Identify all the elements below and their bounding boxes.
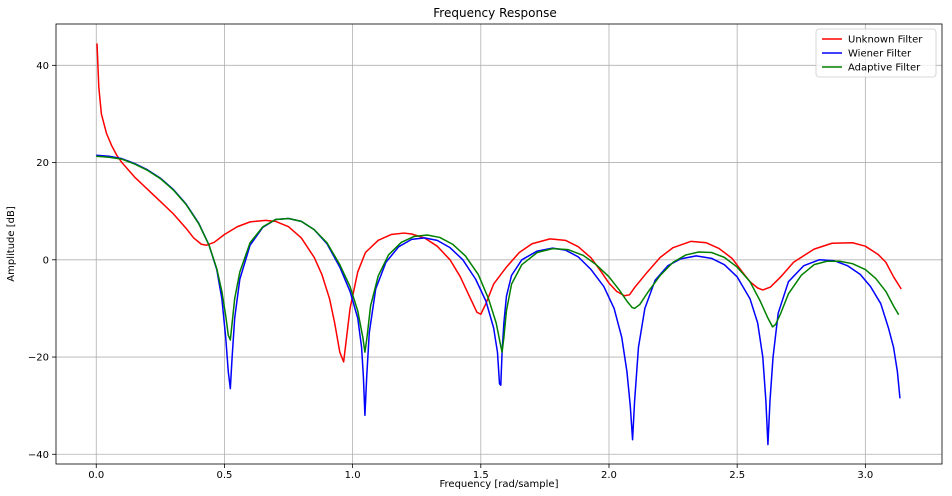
- y-tick-label: 0: [43, 255, 49, 266]
- x-tick-label: 2.5: [729, 470, 745, 481]
- x-tick-label: 1.5: [473, 470, 489, 481]
- x-tick-label: 0.0: [88, 470, 104, 481]
- grid: [56, 24, 942, 464]
- y-axis-label: Amplitude [dB]: [6, 206, 17, 282]
- y-tick-label: −20: [28, 353, 49, 364]
- legend: Unknown Filter Wiener Filter Adaptive Filt…: [815, 28, 937, 78]
- legend-label-unknown-filter: Unknown Filter: [848, 35, 923, 46]
- x-tick-label: 3.0: [857, 470, 873, 481]
- x-tick-label: 2.0: [601, 470, 617, 481]
- series-lines: [96, 43, 902, 446]
- axis-ticks: 0.0 0.5 1.0 1.5 2.0 2.5 3.0 −40 −20 0 20 40: [28, 61, 873, 481]
- series-line-adaptive-filter: [96, 155, 900, 353]
- x-tick-label: 0.5: [216, 470, 232, 481]
- series-line-wiener-filter: [96, 154, 901, 446]
- y-tick-label: −40: [28, 450, 49, 461]
- x-axis-label: Frequency [rad/sample]: [440, 479, 559, 490]
- y-tick-label: 40: [36, 61, 49, 72]
- legend-label-adaptive-filter: Adaptive Filter: [848, 63, 921, 74]
- y-tick-label: 20: [36, 158, 49, 169]
- legend-box: [815, 28, 937, 78]
- plot-frame: [55, 23, 943, 465]
- chart-title: Frequency Response: [433, 6, 556, 20]
- legend-label-wiener-filter: Wiener Filter: [848, 49, 912, 60]
- x-tick-label: 1.0: [345, 470, 361, 481]
